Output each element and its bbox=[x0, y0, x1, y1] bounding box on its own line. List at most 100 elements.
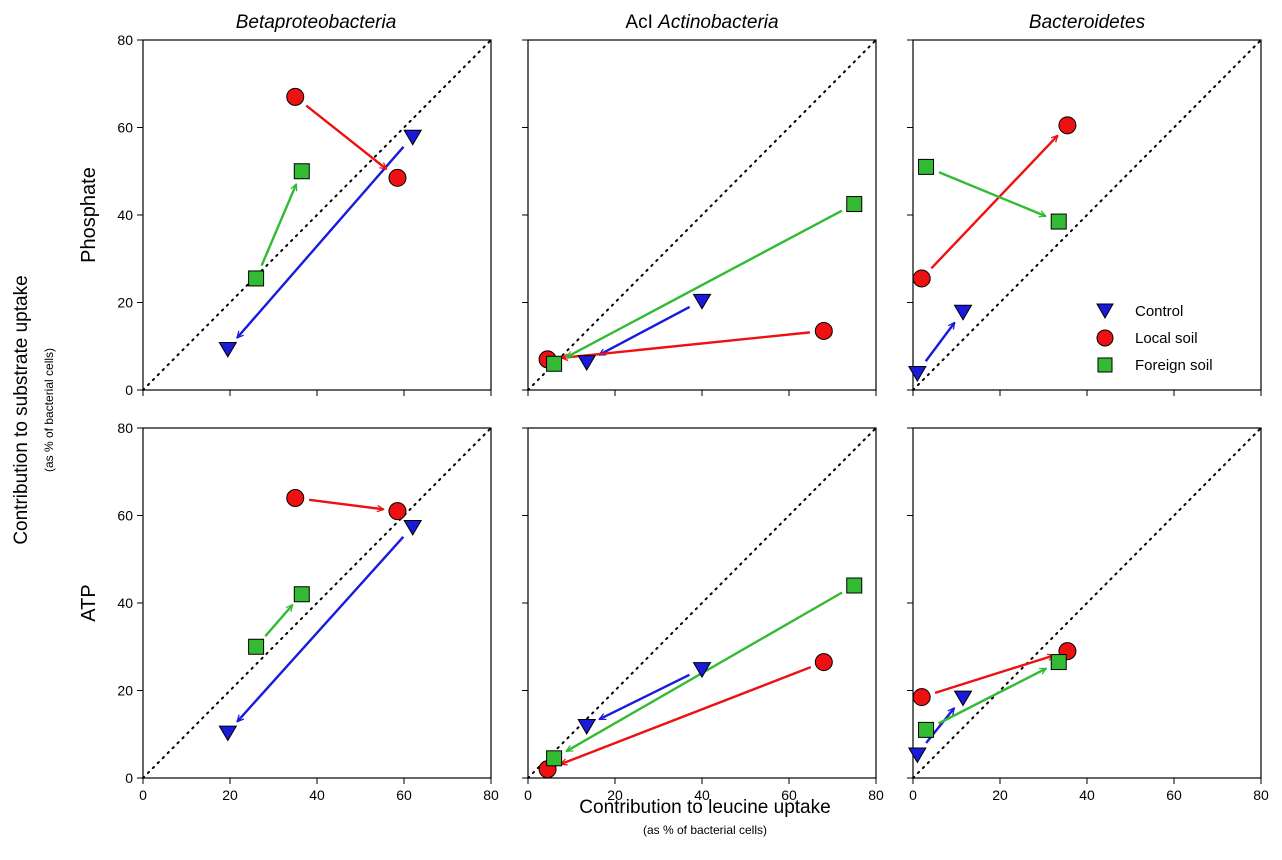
x-tick-label: 80 bbox=[1253, 787, 1269, 803]
row-title-atp: ATP bbox=[78, 584, 100, 621]
point-control-1 bbox=[403, 519, 423, 536]
x-tick-label: 80 bbox=[868, 787, 884, 803]
legend-item-control: Control bbox=[1096, 303, 1183, 320]
arrow-foreign-soil bbox=[260, 184, 298, 267]
arrow-foreign-soil bbox=[566, 209, 843, 359]
x-tick-label: 60 bbox=[781, 787, 797, 803]
point-control-2 bbox=[218, 725, 238, 742]
x-axis-subtitle: (as % of bacterial cells) bbox=[643, 823, 767, 837]
legend-item-local-soil: Local soil bbox=[1096, 329, 1198, 347]
x-tick-label: 40 bbox=[1079, 787, 1095, 803]
arrow-control bbox=[599, 305, 691, 357]
arrow-control bbox=[924, 322, 956, 362]
x-tick-label: 20 bbox=[607, 787, 623, 803]
y-axis-subtitle: (as % of bacterial cells) bbox=[42, 348, 56, 472]
point-control-1 bbox=[692, 662, 712, 679]
arrow-local-soil bbox=[930, 135, 1057, 270]
arrow-foreign-soil bbox=[264, 605, 292, 637]
point-foreign-soil-1 bbox=[248, 638, 265, 655]
point-foreign-soil-2 bbox=[1050, 654, 1067, 671]
legend-label-control: Control bbox=[1135, 303, 1183, 320]
point-local-soil-1 bbox=[912, 688, 931, 707]
y-tick-label: 80 bbox=[117, 32, 133, 48]
y-tick-label: 20 bbox=[117, 683, 133, 699]
arrow-local-soil bbox=[934, 655, 1054, 694]
point-local-soil-1 bbox=[814, 653, 833, 672]
point-control-1 bbox=[403, 129, 423, 146]
legend: Control Local soil Foreign soil bbox=[1096, 303, 1213, 374]
point-foreign-soil-2 bbox=[293, 586, 310, 603]
x-tick-label: 0 bbox=[909, 787, 917, 803]
point-control-2 bbox=[577, 355, 597, 372]
point-foreign-soil-2 bbox=[546, 355, 563, 372]
panel-phosphate-bacteroidetes bbox=[907, 39, 1262, 396]
point-control-1 bbox=[907, 366, 927, 382]
arrow-local-soil bbox=[561, 666, 812, 764]
point-local-soil-2 bbox=[388, 168, 407, 187]
column-title-2: AcI Actinobacteria bbox=[625, 12, 778, 33]
x-tick-label: 40 bbox=[309, 787, 325, 803]
y-tick-label: 80 bbox=[117, 420, 133, 436]
y-tick-label: 60 bbox=[117, 120, 133, 136]
arrow-local-soil bbox=[308, 498, 383, 510]
y-tick-label: 20 bbox=[117, 295, 133, 311]
legend-marker-local-soil bbox=[1096, 329, 1114, 347]
arrow-foreign-soil bbox=[938, 171, 1046, 216]
point-control-1 bbox=[692, 293, 712, 310]
legend-item-foreign-soil: Foreign soil bbox=[1097, 357, 1213, 374]
panel-atp-bacteroidetes: 0 20 40 60 80 bbox=[907, 427, 1269, 803]
point-foreign-soil-1 bbox=[846, 196, 863, 213]
point-foreign-soil-1 bbox=[248, 270, 265, 287]
point-control-2 bbox=[953, 304, 973, 321]
panel-atp-actinobacteria: 0 20 40 60 80 bbox=[522, 427, 884, 803]
arrow-control bbox=[237, 146, 405, 338]
x-tick-label: 60 bbox=[396, 787, 412, 803]
point-foreign-soil-2 bbox=[293, 163, 310, 180]
column-title-1: Betaproteobacteria bbox=[236, 12, 397, 33]
legend-marker-control bbox=[1096, 303, 1114, 320]
arrow-local-soil bbox=[305, 104, 386, 171]
y-tick-label: 60 bbox=[117, 508, 133, 524]
panel-phosphate-betaproteobacteria: 0 20 40 60 80 bbox=[117, 32, 492, 398]
point-local-soil-1 bbox=[912, 269, 931, 288]
y-tick-label: 0 bbox=[125, 770, 133, 786]
arrow-foreign-soil bbox=[937, 667, 1047, 725]
panel-atp-betaproteobacteria: 00 20 20 40 40 60 60 80 80 bbox=[117, 420, 499, 803]
y-tick-label: 0 bbox=[125, 382, 133, 398]
point-control-2 bbox=[577, 719, 597, 735]
x-axis-title: Contribution to leucine uptake bbox=[579, 797, 830, 818]
legend-label-foreign-soil: Foreign soil bbox=[1135, 357, 1213, 374]
arrow-control bbox=[237, 536, 405, 722]
row-title-phosphate: Phosphate bbox=[78, 167, 100, 263]
point-control-2 bbox=[218, 341, 238, 358]
one-to-one-line bbox=[912, 39, 1262, 391]
y-tick-label: 40 bbox=[117, 207, 133, 223]
point-foreign-soil-1 bbox=[846, 577, 863, 594]
point-local-soil-2 bbox=[1058, 116, 1077, 135]
one-to-one-line bbox=[527, 427, 877, 779]
point-foreign-soil-1 bbox=[918, 721, 935, 738]
legend-label-local-soil: Local soil bbox=[1135, 330, 1198, 347]
point-local-soil-1 bbox=[814, 321, 833, 340]
point-control-1 bbox=[907, 747, 927, 764]
arrow-control bbox=[599, 673, 690, 721]
x-tick-label: 60 bbox=[1166, 787, 1182, 803]
point-control-2 bbox=[953, 690, 973, 707]
point-foreign-soil-2 bbox=[546, 750, 563, 767]
point-local-soil-2 bbox=[388, 502, 407, 521]
one-to-one-line bbox=[142, 427, 492, 779]
column-title-3: Bacteroidetes bbox=[1029, 12, 1146, 33]
x-tick-label: 80 bbox=[483, 787, 499, 803]
y-tick-label: 40 bbox=[117, 595, 133, 611]
one-to-one-line bbox=[142, 39, 492, 391]
point-local-soil-1 bbox=[286, 489, 305, 507]
x-tick-label: 0 bbox=[139, 787, 147, 803]
legend-marker-foreign-soil bbox=[1097, 357, 1113, 373]
one-to-one-line bbox=[527, 39, 877, 391]
arrow-local-soil bbox=[562, 331, 810, 358]
x-tick-label: 0 bbox=[524, 787, 532, 803]
panel-phosphate-actinobacteria bbox=[522, 39, 877, 396]
x-tick-label: 20 bbox=[222, 787, 238, 803]
point-foreign-soil-1 bbox=[918, 158, 935, 175]
